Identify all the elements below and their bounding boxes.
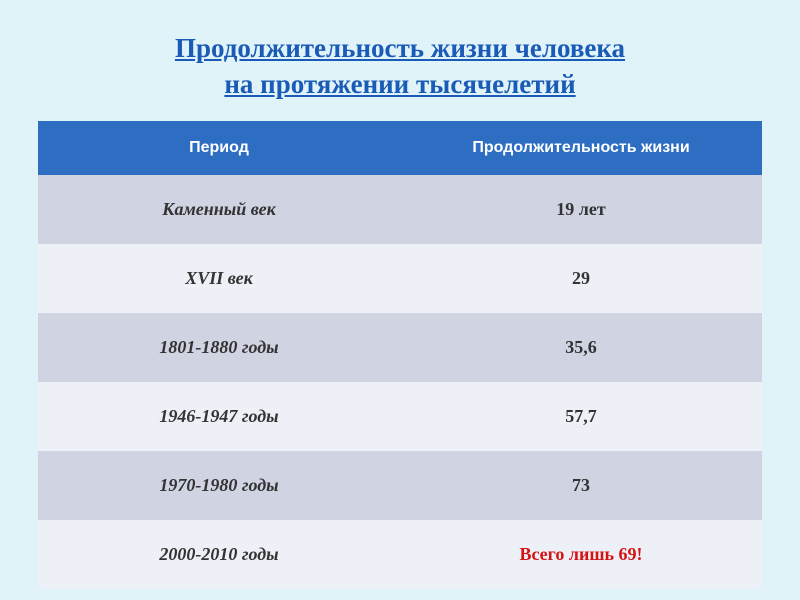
period-cell: 2000-2010 годы xyxy=(38,520,400,589)
value-cell: 57,7 xyxy=(400,382,762,451)
table-header-value: Продолжительность жизни xyxy=(400,121,762,175)
period-cell: 1970-1980 годы xyxy=(38,451,400,520)
value-cell: 29 xyxy=(400,244,762,313)
table-row: 1970-1980 годы 73 xyxy=(38,451,762,520)
value-cell: 19 лет xyxy=(400,175,762,244)
life-expectancy-table: Период Продолжительность жизни Каменный … xyxy=(38,121,762,589)
period-cell: 1946-1947 годы xyxy=(38,382,400,451)
table-row: XVII век 29 xyxy=(38,244,762,313)
slide-title: Продолжительность жизни человека на прот… xyxy=(38,30,762,103)
table-header-row: Период Продолжительность жизни xyxy=(38,121,762,175)
value-cell-highlight: Всего лишь 69! xyxy=(400,520,762,589)
table-row: 1801-1880 годы 35,6 xyxy=(38,313,762,382)
table-row: 2000-2010 годы Всего лишь 69! xyxy=(38,520,762,589)
title-line-2: на протяжении тысячелетий xyxy=(224,69,575,99)
period-cell: Каменный век xyxy=(38,175,400,244)
period-cell: 1801-1880 годы xyxy=(38,313,400,382)
table-row: 1946-1947 годы 57,7 xyxy=(38,382,762,451)
value-cell: 35,6 xyxy=(400,313,762,382)
table-header-period: Период xyxy=(38,121,400,175)
value-cell: 73 xyxy=(400,451,762,520)
table-row: Каменный век 19 лет xyxy=(38,175,762,244)
title-line-1: Продолжительность жизни человека xyxy=(175,33,625,63)
period-cell: XVII век xyxy=(38,244,400,313)
slide-container: Продолжительность жизни человека на прот… xyxy=(0,0,800,589)
